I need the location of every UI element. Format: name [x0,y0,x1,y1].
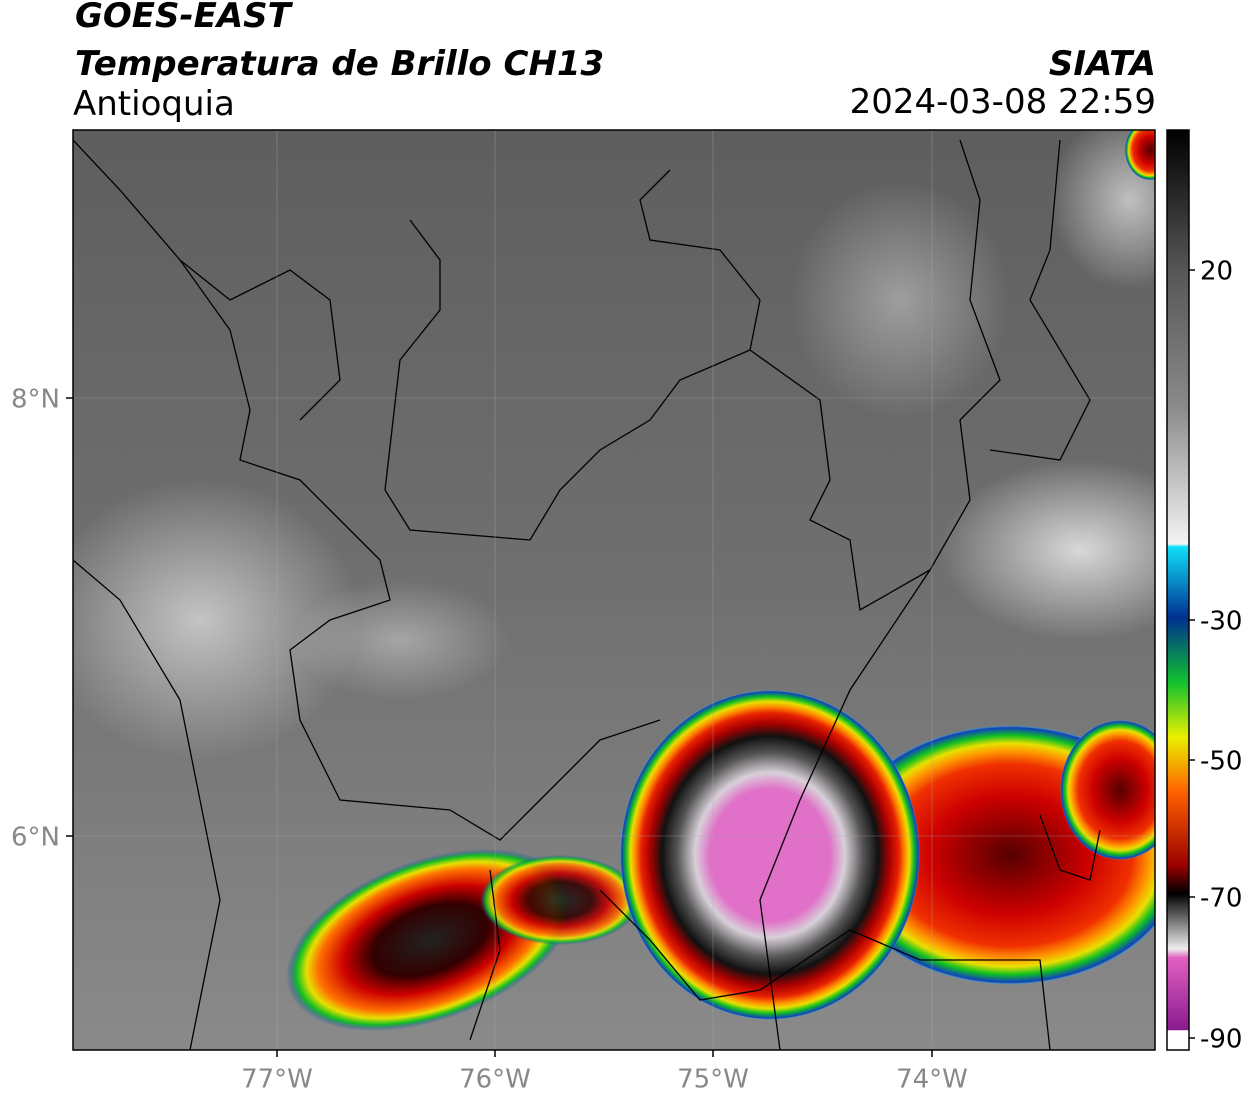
lon-tick-label: 77°W [241,1065,313,1095]
title: GOES-EAST [75,0,291,36]
satellite-image [73,130,1155,1050]
lat-tick-label: 8°N [11,385,60,415]
source: SIATA [1048,44,1156,84]
colorbar [1166,129,1190,1051]
lon-tick-label: 75°W [677,1065,749,1095]
colorbar-tick-label: -50 [1200,747,1242,777]
lon-tick-label: 74°W [896,1065,968,1095]
region: Antioquia [73,84,235,124]
colorbar-tick-label: -90 [1200,1025,1242,1055]
subtitle: Temperatura de Brillo CH13 [75,44,605,84]
colorbar-tick-label: -30 [1200,607,1242,637]
datetime: 2024-03-08 22:59 [849,82,1156,122]
colorbar-tick-label: -70 [1200,884,1242,914]
colorbar-tick-label: 20 [1200,257,1233,287]
map-frame [72,129,1156,1051]
axis-ticks [66,397,933,1057]
lat-tick-label: 6°N [11,823,60,853]
lon-tick-label: 76°W [459,1065,531,1095]
